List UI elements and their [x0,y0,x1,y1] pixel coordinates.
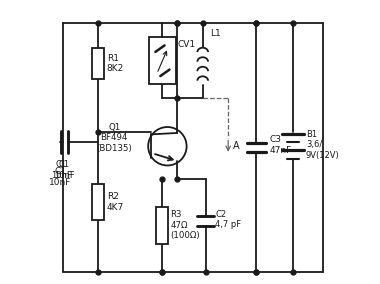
Text: R3
47Ω
(100Ω): R3 47Ω (100Ω) [170,210,200,240]
Text: C3
47nF: C3 47nF [269,135,291,154]
Text: C1
10nF: C1 10nF [54,160,74,180]
Text: R1
8K2: R1 8K2 [107,54,124,73]
Bar [92,184,104,220]
Text: L1: L1 [210,29,220,38]
Text: R2
4K7: R2 4K7 [107,192,124,212]
Text: C1
10nF: C1 10nF [51,160,72,180]
Text: B1
3,6/
9V(12V): B1 3,6/ 9V(12V) [306,130,340,160]
Text: CV1: CV1 [177,40,195,49]
Bar [149,37,176,84]
Text: C2
4,7 pF: C2 4,7 pF [215,210,242,229]
Bar [92,48,104,79]
Text: A: A [233,141,240,151]
Text: Q1
BF494
(BD135): Q1 BF494 (BD135) [97,123,132,153]
Bar [155,207,168,244]
Text: C1
10nF: C1 10nF [49,168,72,187]
